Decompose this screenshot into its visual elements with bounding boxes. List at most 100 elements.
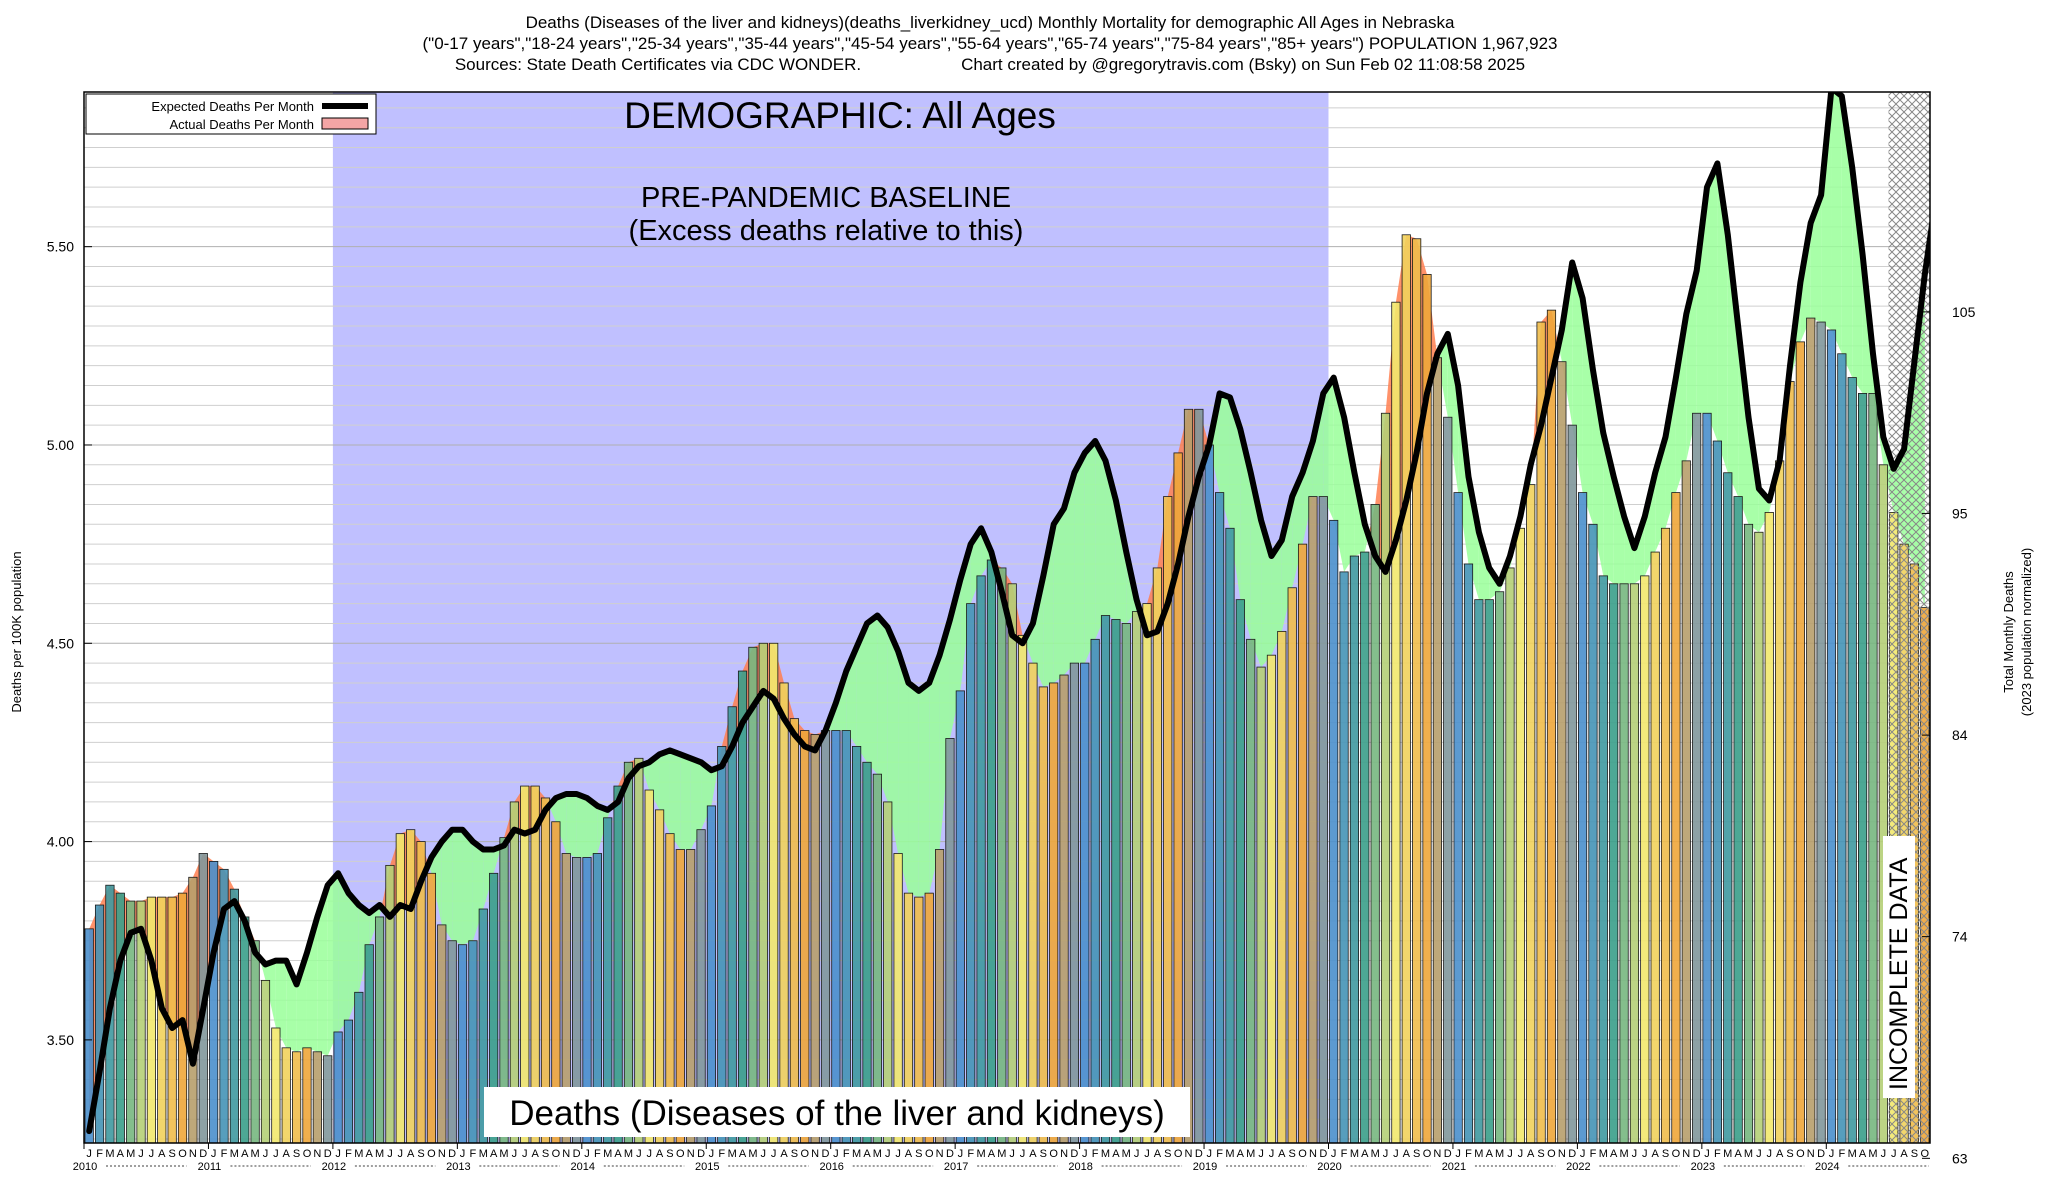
- actual-deaths-bar: [1017, 634, 1028, 1143]
- actual-deaths-bar: [758, 642, 768, 1143]
- credit-text: Chart created by @gregorytravis.com (Bsk…: [961, 55, 1526, 74]
- x-month-label: D: [946, 1148, 954, 1160]
- actual-deaths-bar: [1256, 666, 1266, 1143]
- difference-fill: [441, 829, 453, 941]
- x-month-label: J: [636, 1148, 642, 1160]
- x-month-label: J: [149, 1148, 155, 1160]
- x-month-label: S: [293, 1148, 300, 1160]
- x-month-label: M: [852, 1148, 861, 1160]
- x-month-label: O: [178, 1148, 187, 1160]
- x-month-label: J: [387, 1148, 393, 1160]
- actual-deaths-bar: [644, 789, 654, 1143]
- y-axis-label-right-2: (2023 population normalized): [2019, 548, 2034, 716]
- y-tick-label-right: 63: [1952, 1150, 1968, 1166]
- y-tick-label-right: 74: [1952, 929, 1968, 945]
- actual-deaths-bar: [271, 1027, 281, 1143]
- x-month-label: N: [1060, 1148, 1068, 1160]
- x-year-label: 2020: [1317, 1161, 1341, 1173]
- actual-deaths-bar: [1878, 464, 1888, 1143]
- actual-deaths-bar: [1785, 381, 1795, 1143]
- actual-deaths-bar: [1733, 496, 1743, 1143]
- actual-deaths-bar: [924, 892, 934, 1143]
- actual-deaths-bar: [250, 940, 260, 1143]
- actual-deaths-bar: [354, 991, 364, 1143]
- actual-deaths-bar: [1847, 377, 1857, 1143]
- actual-deaths-bar: [862, 761, 872, 1143]
- x-month-label: J: [1756, 1148, 1762, 1160]
- x-month-label: M: [1744, 1148, 1753, 1160]
- x-month-label: J: [1383, 1148, 1389, 1160]
- x-year-label: 2018: [1068, 1161, 1092, 1173]
- x-month-label: O: [925, 1148, 934, 1160]
- x-year-label: 2023: [1691, 1161, 1715, 1173]
- legend-expected-label: Expected Deaths Per Month: [151, 99, 314, 114]
- x-month-label: S: [417, 1148, 424, 1160]
- incomplete-data-label: INCOMPLETE DATA: [1885, 857, 1913, 1090]
- actual-deaths-bar: [737, 670, 748, 1143]
- actual-deaths-bar: [1007, 583, 1017, 1143]
- actual-deaths-bar: [997, 567, 1007, 1143]
- difference-fill: [1344, 417, 1355, 572]
- x-month-label: D: [573, 1148, 581, 1160]
- actual-deaths-bar: [1028, 662, 1038, 1143]
- incomplete-label-group: INCOMPLETE DATA: [1883, 836, 1915, 1098]
- actual-deaths-bar: [1287, 587, 1297, 1143]
- actual-deaths-bar: [727, 706, 737, 1143]
- difference-fill: [1675, 314, 1687, 493]
- actual-deaths-bar: [1743, 523, 1754, 1143]
- actual-deaths-bar: [561, 853, 571, 1143]
- actual-deaths-bar: [872, 773, 882, 1143]
- actual-deaths-bar: [1297, 543, 1308, 1143]
- x-month-label: M: [1495, 1148, 1504, 1160]
- actual-deaths-bar: [1422, 274, 1432, 1143]
- difference-fill: [1707, 163, 1718, 442]
- x-month-label: N: [1682, 1148, 1690, 1160]
- actual-deaths-bar: [1650, 551, 1660, 1143]
- x-month-label: O: [676, 1148, 685, 1160]
- difference-fill: [1665, 377, 1676, 529]
- difference-fill: [1644, 472, 1656, 576]
- x-month-label: S: [1537, 1148, 1544, 1160]
- actual-deaths-bar: [1712, 440, 1722, 1143]
- actual-deaths-bar: [1100, 615, 1111, 1143]
- actual-deaths-bar: [1401, 234, 1411, 1143]
- x-month-label: F: [345, 1148, 352, 1160]
- difference-fill: [1115, 500, 1127, 624]
- x-year-label: 2017: [944, 1161, 968, 1173]
- x-year-label: 2021: [1442, 1161, 1466, 1173]
- x-month-label: M: [354, 1148, 363, 1160]
- actual-deaths-bar: [468, 940, 478, 1143]
- actual-deaths-bar: [623, 761, 634, 1143]
- x-month-label: O: [1672, 1148, 1681, 1160]
- actual-deaths-bar: [1225, 527, 1235, 1143]
- actual-deaths-bar: [240, 916, 250, 1143]
- x-year-label: 2012: [322, 1161, 346, 1173]
- x-month-label: M: [1474, 1148, 1483, 1160]
- x-month-label: O: [1547, 1148, 1556, 1160]
- actual-deaths-bar: [406, 829, 416, 1143]
- x-month-label: J: [885, 1148, 891, 1160]
- x-month-label: F: [1465, 1148, 1472, 1160]
- chart-title-line-1: Deaths (Diseases of the liver and kidney…: [525, 13, 1455, 32]
- difference-fill: [690, 758, 702, 850]
- actual-deaths-bar: [1826, 329, 1837, 1143]
- actual-deaths-bar: [1577, 492, 1588, 1143]
- difference-fill: [1323, 377, 1334, 521]
- actual-deaths-bar: [292, 1051, 302, 1143]
- difference-fill: [431, 841, 442, 925]
- actual-deaths-bar: [1142, 603, 1152, 1143]
- actual-deaths-bar: [903, 892, 914, 1143]
- x-month-label: D: [1568, 1148, 1576, 1160]
- actual-deaths-bar: [364, 944, 374, 1143]
- difference-fill: [887, 627, 899, 854]
- x-month-label: A: [1652, 1148, 1660, 1160]
- x-month-label: D: [697, 1148, 705, 1160]
- x-month-label: A: [1361, 1148, 1369, 1160]
- x-month-label: A: [1237, 1148, 1245, 1160]
- x-month-label: J: [1518, 1148, 1524, 1160]
- actual-deaths-bar: [810, 734, 820, 1143]
- difference-fill: [711, 767, 719, 806]
- actual-deaths-bar: [1360, 551, 1370, 1143]
- actual-deaths-bar: [1059, 674, 1069, 1143]
- difference-fill: [566, 793, 577, 858]
